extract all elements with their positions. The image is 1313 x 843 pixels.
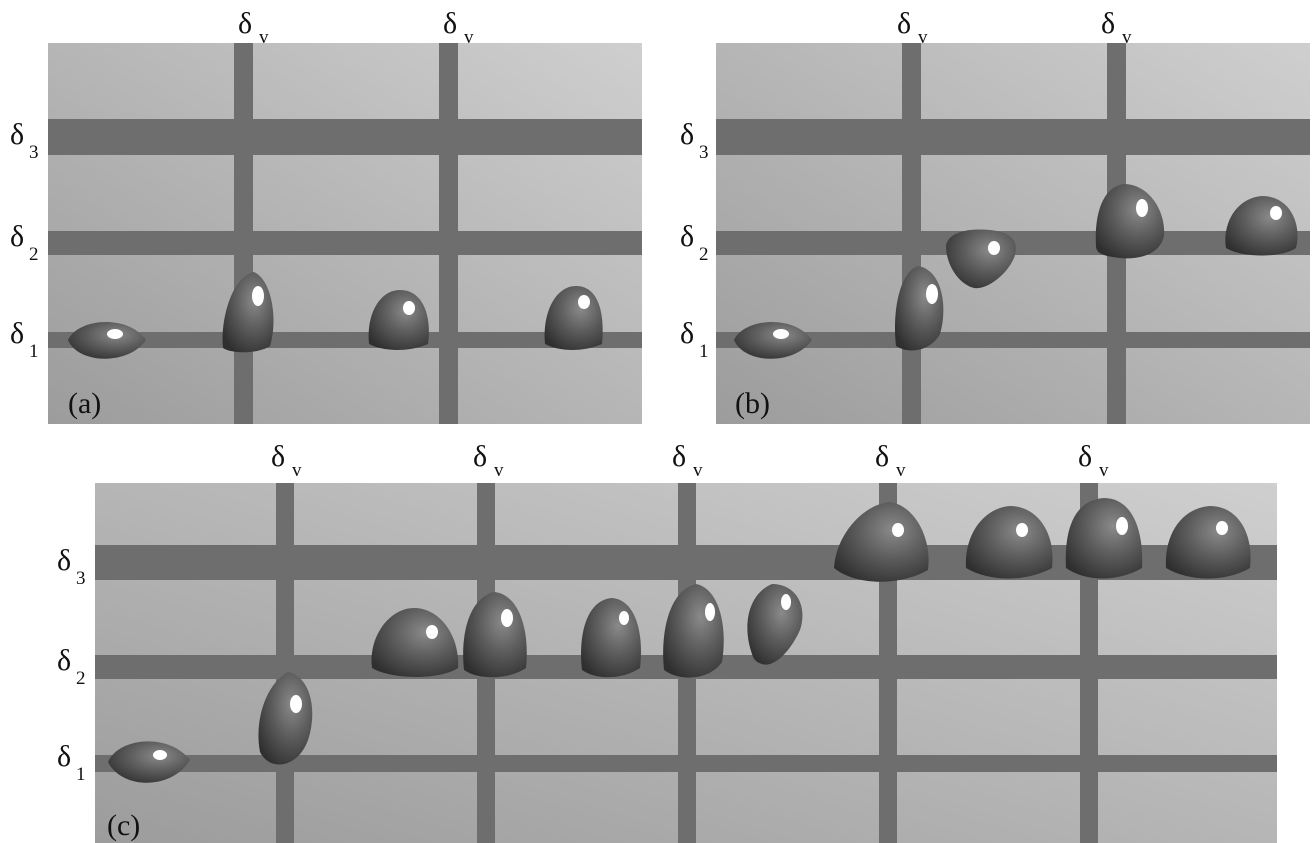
svg-text:δ: δ	[1101, 7, 1115, 40]
svg-text:δ: δ	[57, 544, 71, 577]
svg-text:δ: δ	[680, 317, 694, 350]
stripe-delta-1	[716, 332, 1310, 348]
stripe-delta-v	[234, 43, 253, 424]
drop	[663, 584, 724, 678]
panel-tag-a: (a)	[68, 387, 101, 420]
label-delta-1: δ 1	[57, 740, 86, 785]
drop	[946, 229, 1016, 289]
svg-text:δ: δ	[473, 440, 487, 473]
svg-text:δ: δ	[875, 440, 889, 473]
panel-b: (b)	[716, 43, 1310, 424]
panel-tag-c: (c)	[107, 809, 140, 842]
svg-text:3: 3	[76, 568, 86, 589]
svg-text:δ: δ	[672, 440, 686, 473]
drop	[834, 502, 929, 582]
svg-text:2: 2	[699, 244, 709, 265]
svg-text:1: 1	[699, 341, 709, 362]
drop	[108, 741, 190, 783]
svg-text:v: v	[292, 460, 302, 481]
svg-text:v: v	[494, 460, 504, 481]
svg-text:δ: δ	[897, 7, 911, 40]
svg-text:δ: δ	[10, 317, 24, 350]
label-delta-v: δ v	[672, 440, 703, 481]
stripe-delta-v	[276, 483, 294, 843]
drop	[1225, 196, 1298, 256]
svg-text:δ: δ	[271, 440, 285, 473]
drop	[1165, 506, 1251, 579]
label-delta-v: δ v	[897, 7, 928, 48]
drop	[747, 584, 803, 665]
drop	[258, 672, 313, 765]
label-delta-1: δ 1	[680, 317, 709, 362]
stripe-delta-1	[48, 332, 642, 348]
svg-text:2: 2	[29, 244, 39, 265]
panel-a: (a)	[48, 43, 642, 424]
svg-text:v: v	[918, 27, 928, 48]
svg-text:δ: δ	[10, 220, 24, 253]
label-delta-v: δ v	[238, 7, 269, 48]
svg-text:3: 3	[699, 142, 709, 163]
svg-text:δ: δ	[10, 118, 24, 151]
stripe-delta-2	[48, 231, 642, 255]
drop	[544, 286, 603, 350]
drop	[965, 506, 1053, 579]
panel-c: (c)	[95, 483, 1277, 843]
svg-text:v: v	[259, 27, 269, 48]
label-delta-3: δ 3	[57, 544, 86, 589]
label-delta-v: δ v	[875, 440, 906, 481]
label-delta-3: δ 3	[680, 118, 709, 163]
svg-text:v: v	[464, 27, 474, 48]
svg-text:1: 1	[76, 764, 86, 785]
label-delta-2: δ 2	[10, 220, 39, 265]
drop	[1065, 498, 1143, 579]
stripe-delta-3	[716, 119, 1310, 155]
svg-text:v: v	[896, 460, 906, 481]
drop	[581, 598, 641, 678]
label-delta-2: δ 2	[57, 644, 86, 689]
drop	[371, 608, 459, 677]
svg-text:3: 3	[29, 142, 39, 163]
drop	[368, 290, 429, 350]
svg-text:δ: δ	[680, 220, 694, 253]
svg-text:v: v	[1099, 460, 1109, 481]
svg-text:1: 1	[29, 341, 39, 362]
svg-text:δ: δ	[57, 644, 71, 677]
svg-text:2: 2	[76, 668, 86, 689]
svg-text:δ: δ	[1078, 440, 1092, 473]
label-delta-v: δ v	[1078, 440, 1109, 481]
label-delta-v: δ v	[443, 7, 474, 48]
label-delta-3: δ 3	[10, 118, 39, 163]
label-delta-2: δ 2	[680, 220, 709, 265]
drop	[222, 272, 274, 353]
drop	[734, 321, 812, 359]
drop	[463, 592, 527, 678]
svg-text:v: v	[693, 460, 703, 481]
label-delta-v: δ v	[1101, 7, 1132, 48]
stripe-delta-3	[48, 119, 642, 155]
svg-text:δ: δ	[443, 7, 457, 40]
drop	[68, 321, 146, 359]
svg-text:v: v	[1122, 27, 1132, 48]
panel-tag-b: (b)	[735, 387, 770, 420]
label-delta-v: δ v	[473, 440, 504, 481]
svg-text:δ: δ	[238, 7, 252, 40]
svg-text:δ: δ	[57, 740, 71, 773]
svg-text:δ: δ	[680, 118, 694, 151]
label-delta-v: δ v	[271, 440, 302, 481]
stripe-delta-v	[439, 43, 458, 424]
drop	[894, 266, 944, 351]
drop	[1095, 184, 1165, 259]
label-delta-1: δ 1	[10, 317, 39, 362]
stripe-delta-v	[902, 43, 921, 424]
